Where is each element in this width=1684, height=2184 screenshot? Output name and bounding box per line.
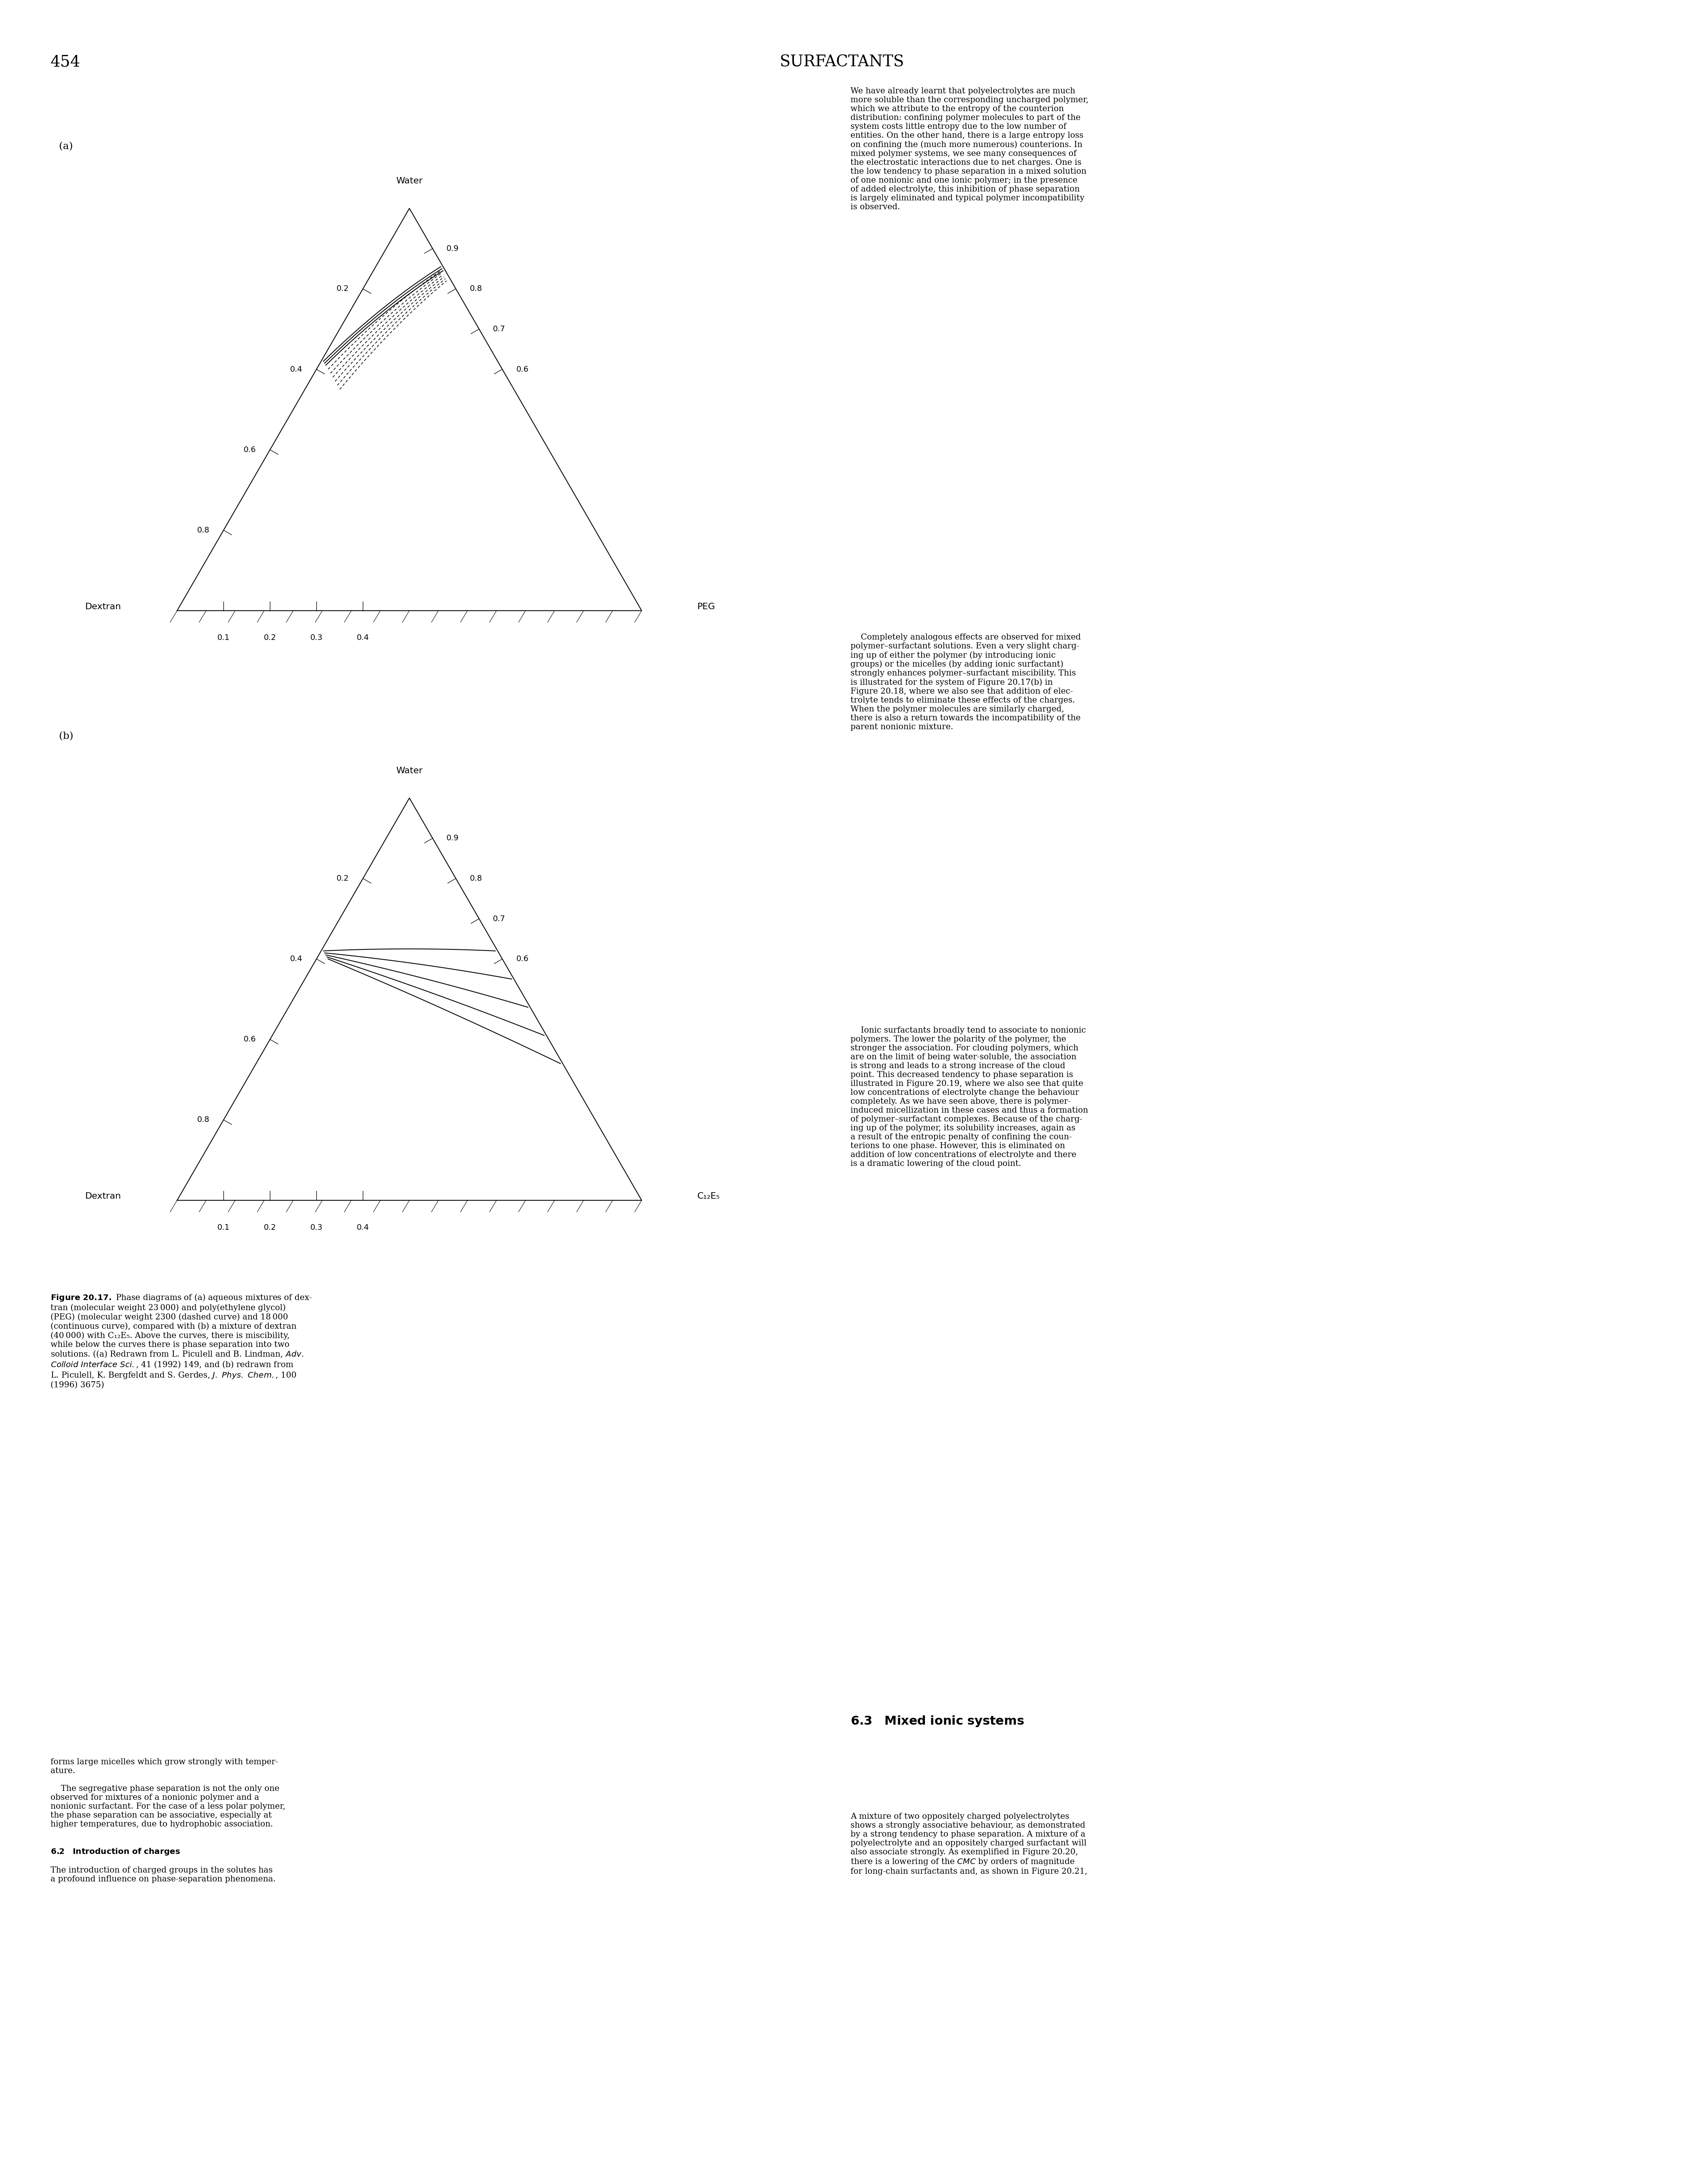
Text: Dextran: Dextran [86,603,121,612]
Text: Water: Water [396,177,423,186]
Text: C₁₂E₅: C₁₂E₅ [697,1192,721,1201]
Text: (a): (a) [59,142,72,151]
Text: 0.4: 0.4 [357,633,369,642]
Text: 0.2: 0.2 [264,1223,276,1232]
Text: 0.6: 0.6 [517,954,529,963]
Text: Ionic surfactants broadly tend to associate to nonionic
polymers. The lower the : Ionic surfactants broadly tend to associ… [850,1026,1088,1168]
Text: Water: Water [396,767,423,775]
Text: A mixture of two oppositely charged polyelectrolytes
shows a strongly associativ: A mixture of two oppositely charged poly… [850,1813,1088,1876]
Text: 0.3: 0.3 [310,633,323,642]
Text: 0.8: 0.8 [197,1116,209,1125]
Text: 0.3: 0.3 [310,1223,323,1232]
Text: 0.9: 0.9 [446,245,460,253]
Text: 0.1: 0.1 [217,633,229,642]
Text: 0.2: 0.2 [337,284,349,293]
Text: (b): (b) [59,732,74,740]
Text: $\mathbf{6.3\quad Mixed\ ionic\ systems}$: $\mathbf{6.3\quad Mixed\ ionic\ systems}… [850,1714,1024,1728]
Text: Dextran: Dextran [86,1192,121,1201]
Text: We have already learnt that polyelectrolytes are much
more soluble than the corr: We have already learnt that polyelectrol… [850,87,1088,212]
Text: 454: 454 [51,55,81,70]
Text: 0.4: 0.4 [357,1223,369,1232]
Text: SURFACTANTS: SURFACTANTS [780,55,904,70]
Text: 0.7: 0.7 [493,915,505,922]
Text: 0.6: 0.6 [244,1035,256,1044]
Text: Completely analogous effects are observed for mixed
polymer–surfactant solutions: Completely analogous effects are observe… [850,633,1081,732]
Text: 0.4: 0.4 [290,365,303,373]
Text: 0.4: 0.4 [290,954,303,963]
Text: 0.2: 0.2 [337,874,349,882]
Text: 0.6: 0.6 [244,446,256,454]
Text: 0.7: 0.7 [493,325,505,332]
Text: 0.9: 0.9 [446,834,460,843]
Text: 0.1: 0.1 [217,1223,229,1232]
Text: 0.8: 0.8 [197,526,209,535]
Text: 0.8: 0.8 [470,284,482,293]
Text: 0.8: 0.8 [470,874,482,882]
Text: 0.2: 0.2 [264,633,276,642]
Text: forms large micelles which grow strongly with temper-
ature.

    The segregativ: forms large micelles which grow strongly… [51,1758,285,1883]
Text: $\mathbf{Figure\ 20.17.}$ Phase diagrams of (a) aqueous mixtures of dex-
tran (m: $\mathbf{Figure\ 20.17.}$ Phase diagrams… [51,1293,312,1389]
Text: 0.6: 0.6 [517,365,529,373]
Text: PEG: PEG [697,603,716,612]
